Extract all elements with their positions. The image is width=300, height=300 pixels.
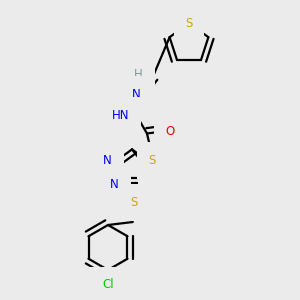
- Text: O: O: [166, 124, 175, 138]
- Text: N: N: [103, 154, 112, 167]
- Text: H: H: [134, 68, 143, 82]
- Text: HN: HN: [112, 109, 129, 122]
- Text: S: S: [185, 16, 193, 30]
- Text: N: N: [132, 88, 141, 101]
- Text: N: N: [110, 178, 119, 191]
- Text: Cl: Cl: [102, 278, 114, 292]
- Text: S: S: [130, 196, 138, 209]
- Text: S: S: [148, 154, 156, 167]
- Text: S: S: [149, 167, 157, 181]
